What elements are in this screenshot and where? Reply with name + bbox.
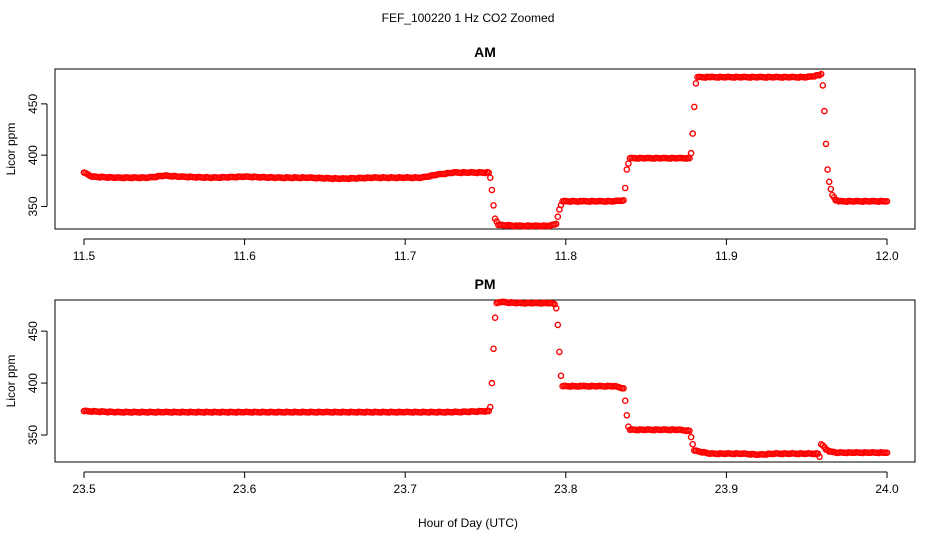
am-panel: AM Licor ppm 11.5 11.6 11.7 11.8 11.9 12.0 35… xyxy=(4,44,916,263)
am-panel-title: AM xyxy=(474,44,496,60)
am-x-tick-label: 12.0 xyxy=(875,249,899,263)
pm-data-point xyxy=(490,345,497,353)
pm-y-axis-label: Licor ppm xyxy=(4,355,18,408)
am-x-tick-label: 11.6 xyxy=(233,249,256,263)
pm-panel-title: PM xyxy=(475,276,496,292)
pm-panel: PM Licor ppm 23.5 23.6 23.7 23.8 23.9 24.0 35… xyxy=(4,276,916,496)
am-data-point xyxy=(883,197,891,205)
pm-data-point xyxy=(552,304,560,312)
pm-data-points xyxy=(80,298,891,461)
am-data-point xyxy=(825,178,833,186)
pm-x-tick-label: 23.7 xyxy=(394,482,418,496)
am-data-point xyxy=(817,70,825,78)
pm-y-axis: 350 400 450 xyxy=(26,321,48,445)
am-data-point xyxy=(689,130,697,137)
am-y-tick-label: 400 xyxy=(26,145,40,165)
am-data-point xyxy=(821,107,828,115)
am-data-point xyxy=(488,186,496,194)
pm-y-tick-label: 350 xyxy=(26,425,40,445)
pm-data-point xyxy=(883,449,891,457)
pm-data-point xyxy=(620,384,627,392)
pm-x-tick-label: 23.9 xyxy=(715,482,739,496)
am-data-point xyxy=(486,174,494,181)
pm-data-point xyxy=(488,379,496,387)
am-data-point xyxy=(819,82,827,89)
am-data-point xyxy=(552,220,560,228)
am-y-axis: 350 400 450 xyxy=(26,94,48,216)
am-data-point xyxy=(625,160,632,167)
am-y-tick-label: 350 xyxy=(26,196,40,216)
am-data-point xyxy=(691,103,698,111)
pm-data-point xyxy=(686,427,693,435)
am-data-point xyxy=(827,185,835,193)
am-data-point xyxy=(490,202,497,209)
am-data-point xyxy=(557,201,565,209)
am-data-points xyxy=(80,70,891,230)
pm-y-tick-label: 400 xyxy=(26,373,40,393)
pm-x-axis: 23.5 23.6 23.7 23.8 23.9 24.0 xyxy=(72,471,899,496)
pm-data-point xyxy=(491,314,499,322)
pm-data-point xyxy=(486,403,494,411)
am-x-tick-label: 11.8 xyxy=(555,249,578,263)
pm-plot-frame xyxy=(54,299,916,463)
pm-x-tick-label: 24.0 xyxy=(875,482,899,496)
am-y-tick-label: 450 xyxy=(26,94,40,114)
pm-x-tick-label: 23.6 xyxy=(233,482,257,496)
x-axis-label: Hour of Day (UTC) xyxy=(418,516,518,530)
pm-data-point xyxy=(689,440,697,448)
am-data-point xyxy=(692,80,700,87)
am-data-point xyxy=(621,184,629,192)
am-x-tick-label: 11.9 xyxy=(715,249,738,263)
pm-x-tick-label: 23.8 xyxy=(554,482,578,496)
am-data-point xyxy=(822,140,830,148)
pm-data-point xyxy=(687,433,695,441)
am-x-tick-label: 11.7 xyxy=(394,249,417,263)
am-y-axis-label: Licor ppm xyxy=(4,123,18,176)
pm-data-point xyxy=(623,411,631,419)
am-plot-frame xyxy=(54,68,916,230)
pm-data-point xyxy=(819,442,827,449)
pm-data-point xyxy=(557,372,565,380)
am-data-point xyxy=(554,213,562,220)
am-x-tick-label: 11.5 xyxy=(73,249,96,263)
am-data-point xyxy=(687,149,695,157)
am-x-axis: 11.5 11.6 11.7 11.8 11.9 12.0 xyxy=(73,238,899,263)
am-data-point xyxy=(623,166,631,173)
pm-data-point xyxy=(621,397,629,405)
pm-data-point xyxy=(816,453,823,461)
figure-title: FEF_100220 1 Hz CO2 Zoomed xyxy=(382,11,555,25)
pm-x-tick-label: 23.5 xyxy=(72,482,96,496)
am-data-point xyxy=(824,166,831,173)
pm-data-point xyxy=(556,348,563,356)
pm-data-point xyxy=(554,321,562,329)
pm-y-tick-label: 450 xyxy=(26,321,40,341)
am-data-point xyxy=(620,196,627,204)
